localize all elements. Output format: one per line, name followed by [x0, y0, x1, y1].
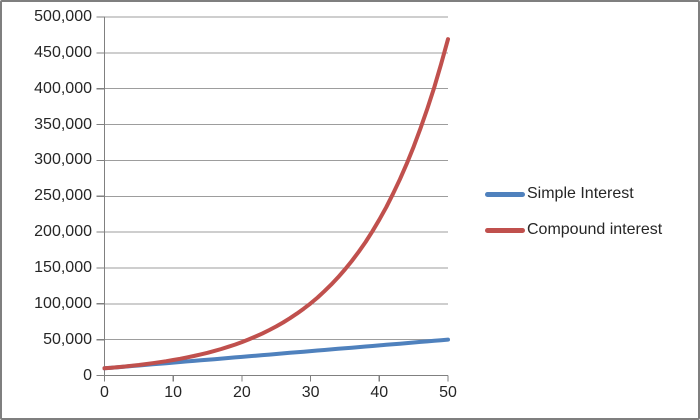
- y-tick-label: 300,000: [34, 151, 92, 169]
- y-tick-label: 400,000: [34, 79, 92, 97]
- x-tick-label: 10: [164, 384, 183, 401]
- legend-swatch-compound-interest: [485, 227, 525, 233]
- legend-item-compound-interest: Compound interest: [485, 217, 662, 243]
- legend: Simple Interest Compound interest: [485, 181, 662, 253]
- y-tick-label: 450,000: [34, 43, 92, 61]
- legend-swatch-simple-interest: [485, 191, 525, 197]
- tick-marks: [96, 16, 449, 382]
- x-tick-label: 0: [100, 384, 109, 401]
- legend-label-simple-interest: Simple Interest: [527, 185, 634, 202]
- series-lines: [102, 37, 450, 371]
- legend-item-simple-interest: Simple Interest: [485, 181, 662, 207]
- x-tick-label: 20: [232, 384, 251, 401]
- y-tick-label: 150,000: [34, 258, 92, 276]
- gridlines: [104, 16, 448, 341]
- series-line-compound-interest: [102, 37, 450, 371]
- y-tick-label: 200,000: [34, 223, 92, 241]
- y-tick-label: 100,000: [34, 294, 92, 312]
- y-tick-label: 350,000: [34, 115, 92, 133]
- y-tick-label: 250,000: [34, 187, 92, 205]
- legend-label-compound-interest: Compound interest: [527, 221, 663, 238]
- y-tick-label: 0: [83, 366, 92, 384]
- y-tick-label: 50,000: [43, 330, 92, 348]
- x-tick-label: 40: [370, 384, 389, 401]
- y-tick-label: 500,000: [34, 8, 92, 25]
- x-tick-label: 30: [301, 384, 320, 401]
- x-tick-label: 50: [439, 384, 457, 401]
